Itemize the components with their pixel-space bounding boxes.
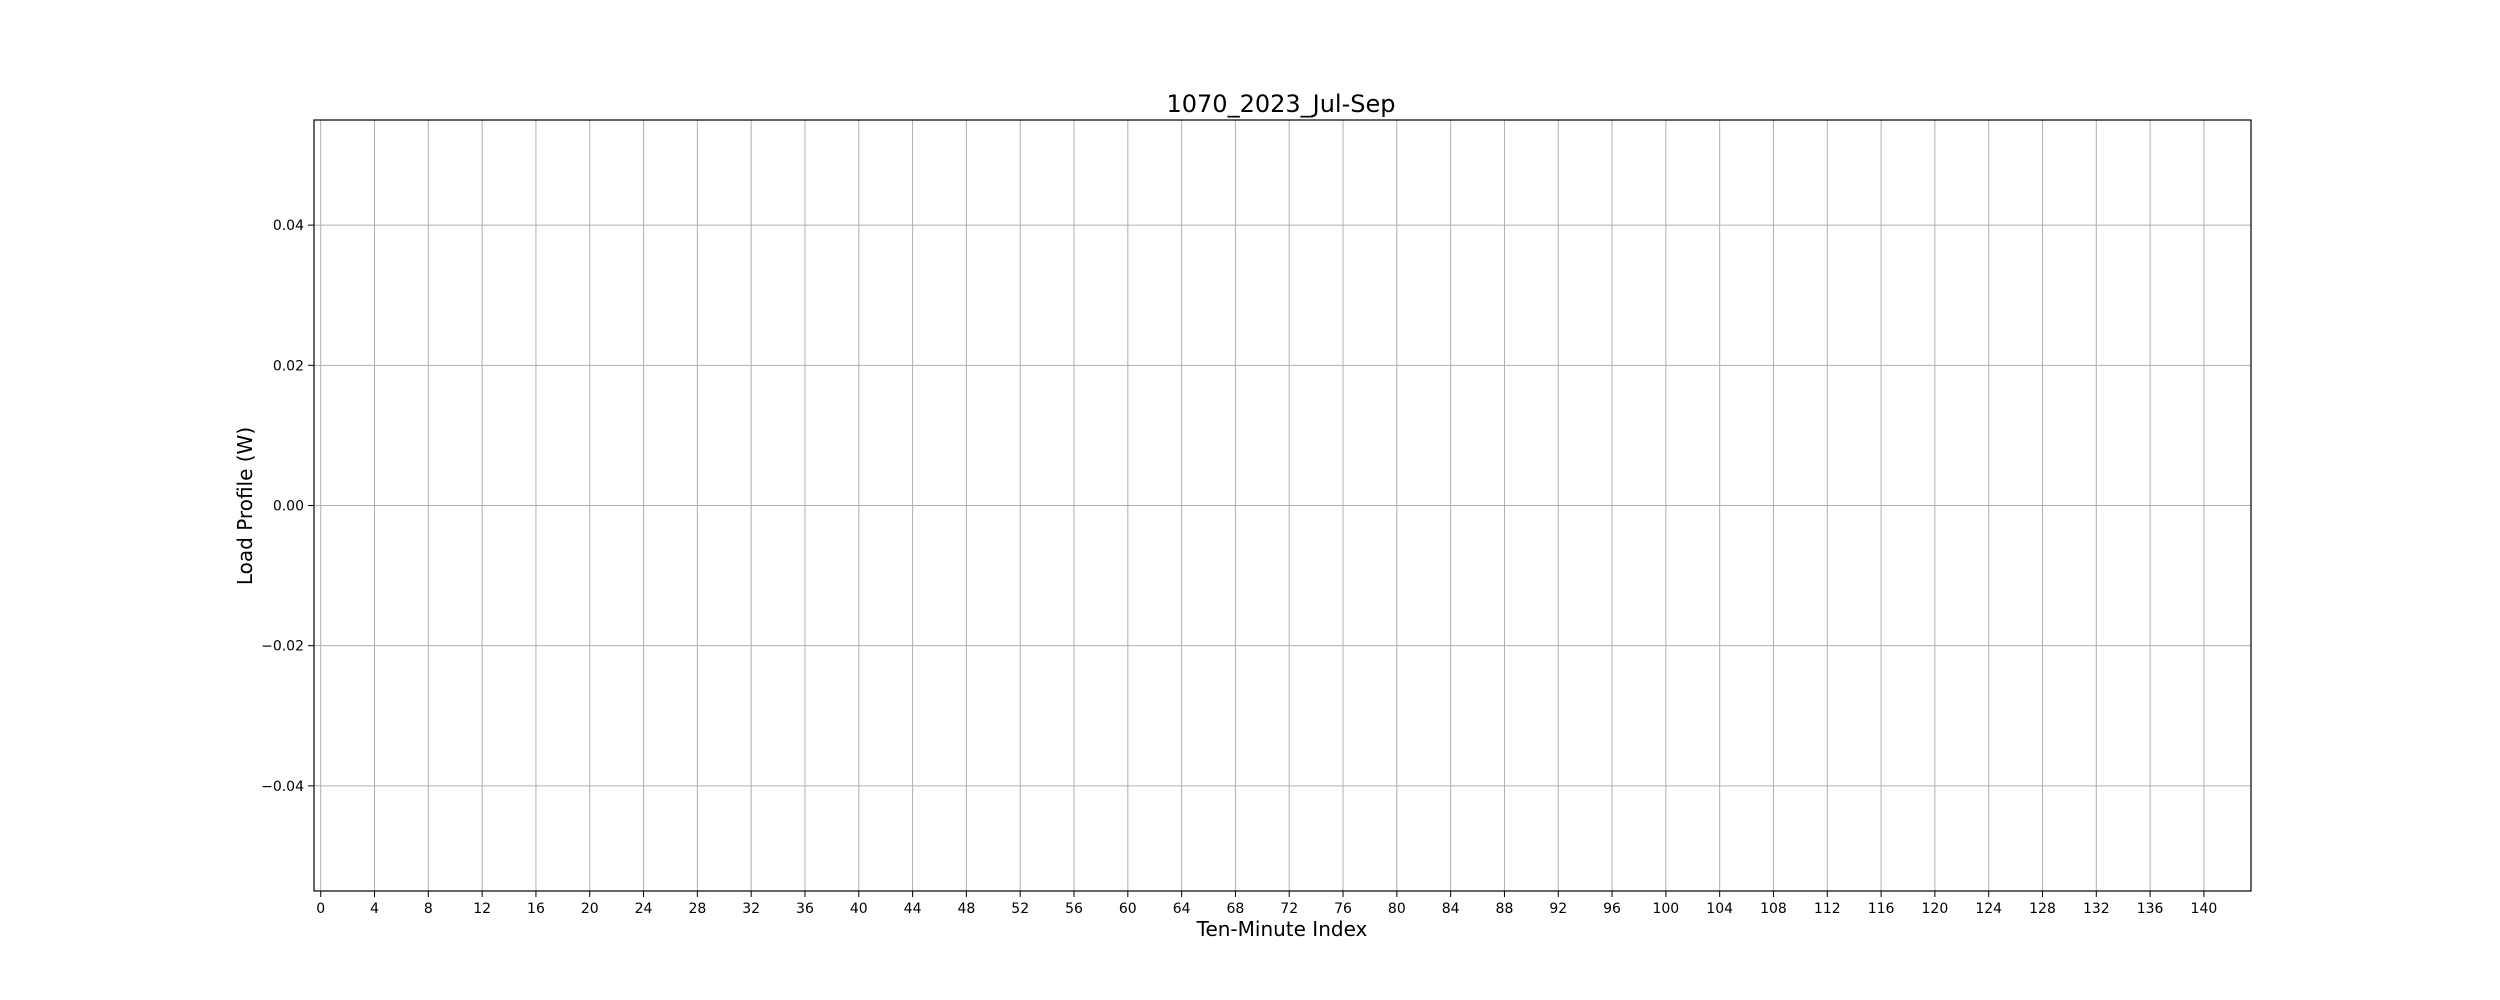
- x-tick-label: 60: [1119, 901, 1137, 917]
- x-tick-label: 84: [1442, 901, 1460, 917]
- x-tick-label: 20: [581, 901, 599, 917]
- x-tick-label: 96: [1603, 901, 1621, 917]
- y-tick-label: 0.02: [273, 358, 304, 374]
- x-tick-label: 108: [1760, 901, 1787, 917]
- chart-title: 1070_2023_Jul-Sep: [1166, 90, 1395, 118]
- x-tick-label: 72: [1280, 901, 1298, 917]
- x-tick-label: 132: [2083, 901, 2110, 917]
- x-tick-label: 64: [1173, 901, 1191, 917]
- x-tick-label: 88: [1496, 901, 1514, 917]
- x-tick-label: 52: [1011, 901, 1029, 917]
- y-axis-title: Load Profile (W): [233, 427, 257, 585]
- x-tick-label: 112: [1814, 901, 1841, 917]
- x-tick-label: 116: [1868, 901, 1895, 917]
- grid: [314, 120, 2251, 891]
- x-tick-label: 8: [424, 901, 433, 917]
- x-tick-label: 40: [850, 901, 868, 917]
- y-tick-label: −0.02: [261, 639, 304, 655]
- x-tick-label: 140: [2191, 901, 2218, 917]
- x-tick-label: 80: [1388, 901, 1406, 917]
- x-tick-label: 100: [1652, 901, 1679, 917]
- ticks: 0 4 8 12 16 20 24 28 32 36 40 44 48 52 56 60 64 68 72 76 80 8…: [261, 218, 2217, 917]
- x-tick-label: 128: [2029, 901, 2056, 917]
- x-tick-label: 124: [1975, 901, 2002, 917]
- x-tick-label: 120: [1922, 901, 1949, 917]
- x-tick-label: 0: [316, 901, 325, 917]
- x-axis-title: Ten-Minute Index: [1196, 917, 1368, 941]
- x-tick-label: 92: [1549, 901, 1567, 917]
- y-tick-label: 0.00: [273, 499, 304, 515]
- x-tick-label: 36: [796, 901, 814, 917]
- x-tick-label: 32: [742, 901, 760, 917]
- plot-frame: [313, 119, 2252, 892]
- x-tick-label: 16: [527, 901, 545, 917]
- y-tick-label: 0.04: [273, 218, 304, 234]
- x-tick-label: 4: [370, 901, 379, 917]
- x-tick-label: 44: [904, 901, 922, 917]
- x-tick-label: 76: [1334, 901, 1352, 917]
- x-tick-label: 104: [1706, 901, 1733, 917]
- y-tick-label: −0.04: [261, 779, 304, 795]
- x-tick-label: 68: [1227, 901, 1245, 917]
- x-tick-label: 136: [2137, 901, 2164, 917]
- x-tick-label: 56: [1065, 901, 1083, 917]
- x-tick-label: 48: [957, 901, 975, 917]
- x-tick-label: 12: [473, 901, 491, 917]
- x-tick-label: 24: [635, 901, 653, 917]
- x-tick-label: 28: [688, 901, 706, 917]
